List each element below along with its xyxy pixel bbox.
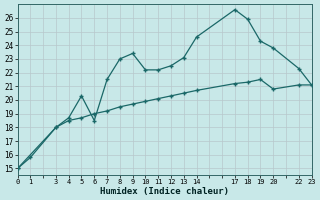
- X-axis label: Humidex (Indice chaleur): Humidex (Indice chaleur): [100, 187, 229, 196]
